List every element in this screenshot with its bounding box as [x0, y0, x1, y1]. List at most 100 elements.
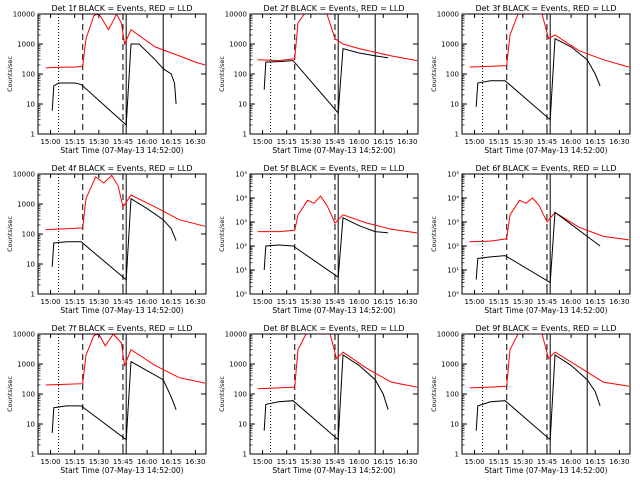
x-tick-label: 15:30: [513, 458, 533, 466]
reference-lines: [270, 174, 376, 294]
x-tick-label: 16:30: [185, 458, 205, 466]
x-tick-label: 16:00: [561, 298, 581, 306]
x-tick-label: 16:30: [185, 298, 205, 306]
reference-lines: [482, 174, 588, 294]
series-group: [469, 197, 630, 284]
x-axis-label: Start Time (07-May-13 14:52:00): [484, 466, 607, 475]
chart-panel-5: Det 5f BLACK = Events, RED = LLD 15:00 15:…: [218, 164, 419, 315]
y-tick-label: 10¹: [447, 267, 459, 275]
series-lld-line: [257, 195, 418, 234]
y-tick-label: 10000: [225, 11, 247, 19]
x-tick-label: 15:15: [489, 298, 509, 306]
reference-lines: [270, 334, 376, 454]
y-tick-label: 10⁴: [447, 195, 459, 203]
x-tick-label: 15:15: [65, 298, 85, 306]
y-axis-label: Counts/sec: [430, 216, 438, 252]
y-tick-label: 10: [26, 261, 35, 269]
y-axis-label: Counts/sec: [218, 216, 226, 252]
y-tick-label: 100: [22, 391, 35, 399]
y-tick-label: 10000: [13, 11, 35, 19]
plot-frame: [461, 173, 631, 295]
y-tick-label: 100: [22, 71, 35, 79]
x-tick-label: 15:45: [325, 138, 345, 146]
x-tick-label: 15:30: [89, 138, 109, 146]
x-tick-label: 15:45: [537, 138, 557, 146]
reference-lines: [482, 334, 588, 454]
y-tick-label: 1: [31, 131, 35, 139]
y-tick-label: 10⁴: [235, 195, 247, 203]
series-group: [257, 334, 418, 441]
y-axis-label: Counts/sec: [6, 56, 14, 92]
x-axis-label: Start Time (07-May-13 14:52:00): [272, 306, 395, 315]
x-tick-label: 15:15: [489, 458, 509, 466]
x-tick-label: 15:45: [537, 458, 557, 466]
x-tick-label: 15:30: [513, 298, 533, 306]
x-tick-label: 15:15: [65, 138, 85, 146]
chart-title: Det 6f BLACK = Events, RED = LLD: [475, 164, 616, 173]
series-events-line: [51, 360, 177, 441]
y-tick-label: 10000: [437, 331, 459, 339]
y-tick-label: 1000: [229, 361, 247, 369]
y-tick-label: 1: [455, 131, 459, 139]
y-tick-label: 10: [450, 421, 459, 429]
y-tick-label: 1: [243, 451, 247, 459]
x-tick-label: 16:15: [373, 458, 393, 466]
series-group: [45, 334, 206, 441]
plot-frame: [37, 13, 207, 135]
y-axis-label: Counts/sec: [6, 376, 14, 412]
series-events-line: [475, 354, 601, 441]
series-lld-line: [469, 197, 630, 243]
y-tick-label: 1: [31, 291, 35, 299]
x-tick-label: 16:30: [609, 298, 629, 306]
y-tick-label: 10: [238, 421, 247, 429]
x-tick-label: 15:30: [301, 298, 321, 306]
y-axis-label: Counts/sec: [6, 216, 14, 252]
y-tick-label: 1000: [17, 41, 35, 49]
x-tick-label: 15:15: [489, 138, 509, 146]
x-tick-label: 15:00: [252, 298, 272, 306]
x-tick-label: 15:15: [277, 458, 297, 466]
series-events-line: [263, 217, 389, 279]
series-lld-line: [469, 14, 630, 68]
series-lld-line: [257, 334, 418, 390]
series-group: [257, 14, 418, 115]
reference-lines: [270, 14, 376, 134]
y-tick-label: 1000: [229, 41, 247, 49]
x-tick-label: 15:00: [40, 458, 60, 466]
x-tick-label: 16:30: [397, 298, 417, 306]
chart-panel-8: Det 8f BLACK = Events, RED = LLD 15:00 15:…: [218, 324, 419, 475]
x-tick-label: 15:45: [537, 298, 557, 306]
series-group: [45, 14, 206, 127]
x-tick-label: 16:15: [585, 458, 605, 466]
x-tick-label: 16:15: [161, 458, 181, 466]
y-tick-label: 10²: [447, 243, 459, 251]
chart-panel-2: Det 2f BLACK = Events, RED = LLD 15:00 15:…: [218, 4, 419, 155]
y-tick-label: 1000: [17, 361, 35, 369]
chart-panel-9: Det 9f BLACK = Events, RED = LLD 15:00 15:…: [430, 324, 631, 475]
x-axis-label: Start Time (07-May-13 14:52:00): [484, 146, 607, 155]
reference-lines: [58, 334, 164, 454]
chart-title: Det 9f BLACK = Events, RED = LLD: [475, 324, 616, 333]
x-tick-label: 15:45: [325, 298, 345, 306]
y-tick-label: 10000: [13, 171, 35, 179]
x-tick-label: 16:30: [609, 138, 629, 146]
x-tick-label: 16:15: [585, 298, 605, 306]
series-events-line: [51, 197, 177, 281]
x-axis-label: Start Time (07-May-13 14:52:00): [60, 306, 183, 315]
chart-title: Det 1f BLACK = Events, RED = LLD: [51, 4, 192, 13]
x-axis-label: Start Time (07-May-13 14:52:00): [60, 466, 183, 475]
x-tick-label: 15:30: [89, 458, 109, 466]
x-tick-label: 16:15: [585, 138, 605, 146]
y-tick-label: 10³: [447, 219, 459, 227]
y-tick-label: 10000: [225, 331, 247, 339]
x-tick-label: 15:45: [113, 138, 133, 146]
x-tick-label: 16:30: [609, 458, 629, 466]
series-events-line: [51, 43, 177, 127]
reference-lines: [58, 174, 164, 294]
x-tick-label: 16:00: [137, 458, 157, 466]
chart-panel-3: Det 3f BLACK = Events, RED = LLD 15:00 15:…: [430, 4, 631, 155]
x-tick-label: 16:00: [137, 138, 157, 146]
series-group: [469, 334, 630, 441]
chart-title: Det 3f BLACK = Events, RED = LLD: [475, 4, 616, 13]
x-tick-label: 16:00: [349, 298, 369, 306]
